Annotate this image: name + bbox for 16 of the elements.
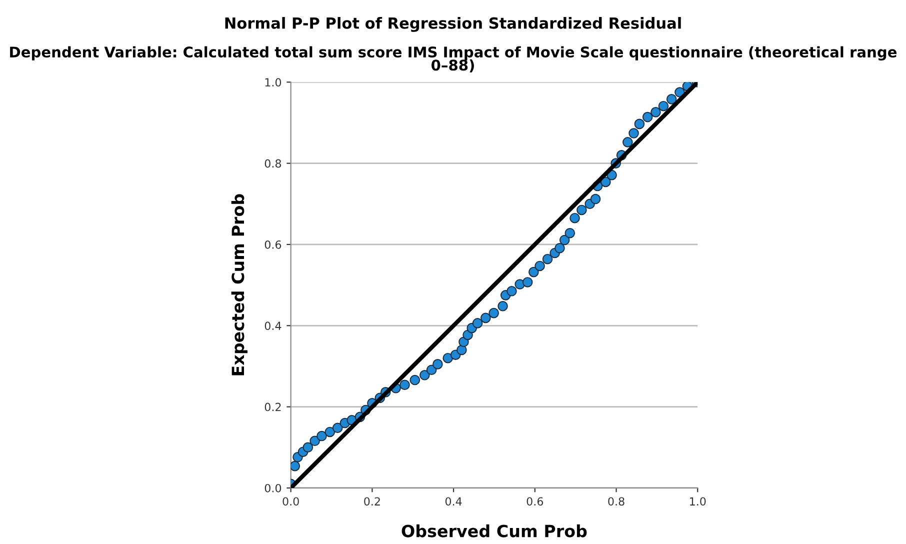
y-tick-label: 0.4 [264,322,282,330]
x-tick-label: 0.8 [608,497,624,506]
x-tick-label: 0.0 [282,497,299,506]
x-tick-label: 0.6 [526,497,544,506]
x-tick-label: 0.2 [364,497,380,506]
chart-title: Normal P-P Plot of Regression Standardized Residual [225,17,681,32]
y-tick-label: 0.0 [264,484,282,492]
y-tick-label: 1.0 [265,78,282,87]
y-tick-label: 0.2 [264,402,281,412]
y-tick-label: 0.6 [264,240,282,249]
x-tick-label: 0.4 [445,497,462,506]
y-tick-label: 0.8 [264,159,282,168]
x-tick-label: 1.0 [690,497,706,506]
y-axis-title: Expected Cum Prob [231,194,248,376]
x-axis-title: Observed Cum Prob [402,524,587,538]
chart-subtitle: Dependent Variable: Calculated total sum score IMS Impact of Movie Scale questionnaire (theoretical range 0–88) [10,46,897,72]
